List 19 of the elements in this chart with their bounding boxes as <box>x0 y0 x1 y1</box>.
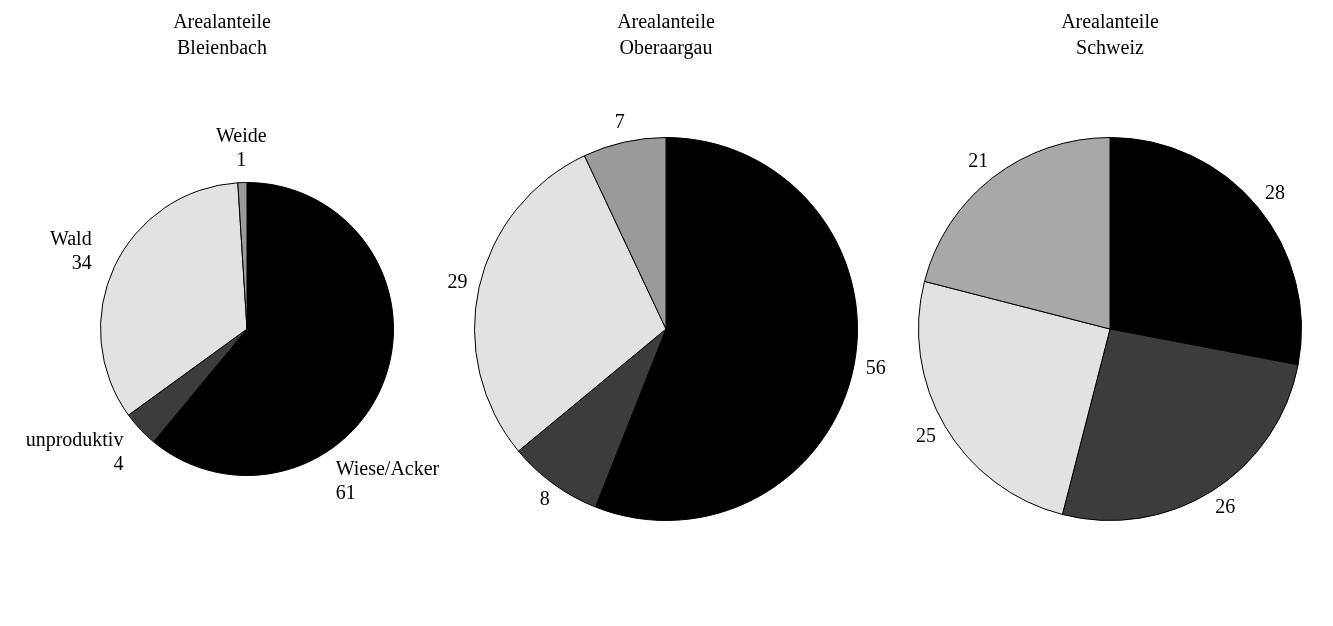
data-label: 56 <box>865 355 886 378</box>
data-label: 61 <box>335 480 356 503</box>
data-label: 26 <box>1215 494 1236 517</box>
data-label: 7 <box>614 109 625 132</box>
data-label: 21 <box>968 149 989 172</box>
slice-label: unproduktiv <box>25 427 124 451</box>
data-label: 34 <box>71 251 92 274</box>
data-label: 28 <box>1264 181 1285 204</box>
chart-title: Arealanteile Bleienbach <box>172 9 272 60</box>
slice-label: Weide <box>216 123 267 146</box>
chart-title: Arealanteile Oberaargau <box>616 9 716 61</box>
slice-label: Wiese/Acker <box>335 456 440 479</box>
data-label: 4 <box>113 451 124 474</box>
slice-label: Wald <box>49 227 92 250</box>
data-label: 1 <box>236 147 247 170</box>
data-label: 8 <box>539 487 550 510</box>
chart-title: Arealanteile Schweiz <box>1060 9 1160 60</box>
data-label: 25 <box>915 423 936 446</box>
data-label: 29 <box>447 270 468 293</box>
